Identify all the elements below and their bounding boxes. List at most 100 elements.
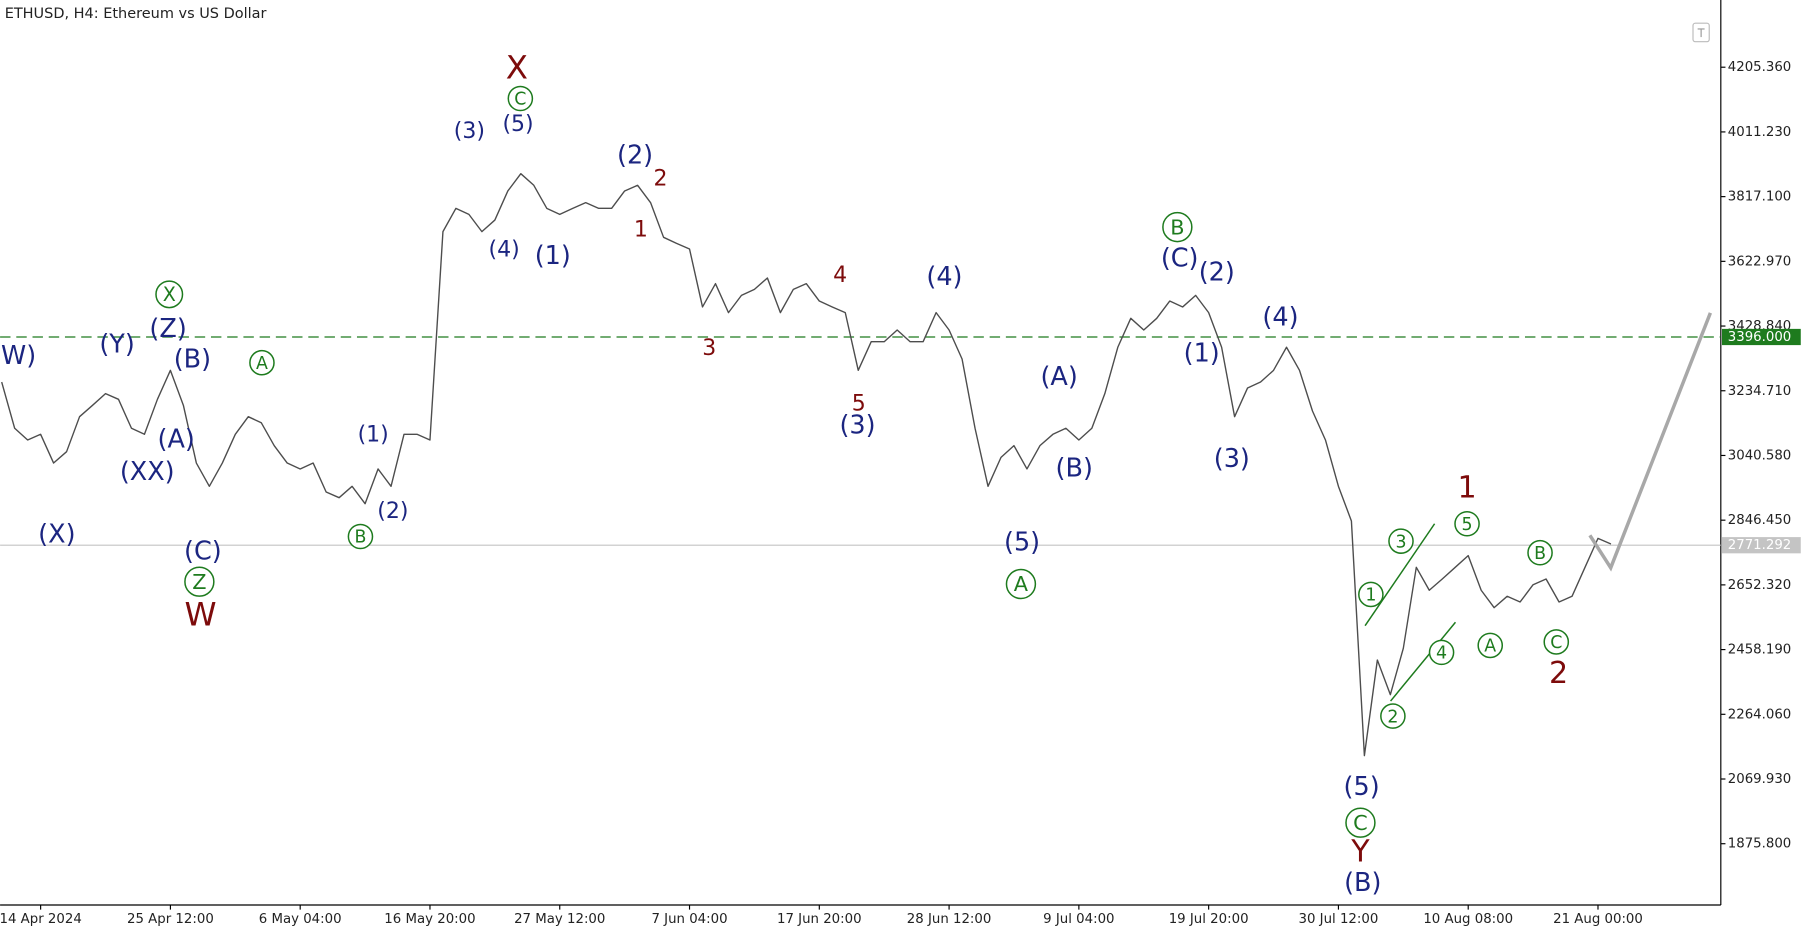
wave-circle (1162, 211, 1193, 243)
x-tick-label: 7 Jun 04:00 (651, 912, 727, 927)
wave-label: B (354, 528, 366, 548)
wave-label: (1) (358, 423, 389, 448)
wave-label: 2 (1549, 656, 1568, 691)
x-tick-label: 17 Jun 20:00 (777, 912, 862, 927)
plot-area (0, 173, 1721, 757)
wave-circle (249, 349, 275, 376)
x-tick-label: 19 Jul 20:00 (1169, 912, 1249, 927)
wave-label: (1) (535, 241, 571, 271)
wave-label: B (1170, 215, 1184, 239)
wave-label: (4) (1262, 303, 1298, 333)
wave-labels: W) (Y)(Z)X(B) A(A)(XX)(X)(C)ZW(1)(2)BXC(5)… (1, 49, 1570, 898)
wave-label: (1) (1184, 339, 1220, 369)
y-tick-label: 2652.320 (1728, 578, 1792, 593)
x-tick-label: 6 May 04:00 (259, 912, 342, 927)
wave-label: (B) (1056, 453, 1093, 483)
wave-circle (1388, 528, 1414, 554)
x-tick-label: 16 May 20:00 (384, 912, 475, 927)
y-tick-label: 2264.060 (1728, 707, 1792, 722)
wave-circle (507, 85, 534, 112)
wave-label: (Y) (99, 329, 134, 359)
forecast-path (1588, 312, 1713, 572)
y-tick-label: 2458.190 (1728, 643, 1792, 658)
wave-label: 1 (1365, 586, 1376, 606)
wave-label: (C) (1161, 244, 1199, 274)
wave-label: W) (1, 341, 36, 371)
y-tick-label: 1875.800 (1728, 837, 1792, 852)
wave-circle (1543, 629, 1570, 655)
wave-circle (347, 523, 374, 550)
wave-label: (Z) (149, 314, 186, 344)
trend-line (1389, 621, 1457, 702)
wave-label: 4 (1436, 644, 1447, 664)
wave-label: (C) (184, 537, 222, 567)
wave-circle (1477, 632, 1504, 659)
price-tag (1721, 537, 1801, 554)
wave-label: 1 (634, 218, 648, 243)
wave-label: X (506, 49, 528, 87)
y-tick-label: 3040.580 (1728, 448, 1792, 463)
trend-line (1364, 523, 1436, 627)
wave-circle (1358, 581, 1384, 608)
x-tick-label: 9 Jul 04:00 (1043, 912, 1114, 927)
y-tick-label: 3622.970 (1728, 254, 1792, 269)
wave-label: (4) (926, 262, 962, 292)
wave-label: 5 (1462, 515, 1473, 535)
wave-label: 3 (1395, 532, 1406, 552)
y-tick-label: 2846.450 (1728, 513, 1792, 528)
wave-label: 5 (852, 391, 866, 416)
wave-label: 4 (833, 263, 847, 288)
x-tick-label: 28 Jun 12:00 (907, 912, 992, 927)
wave-label: (3) (839, 410, 875, 440)
wave-label: X (163, 283, 176, 306)
y-tick-label: 3234.710 (1728, 384, 1792, 399)
wave-label: B (1534, 544, 1546, 564)
wave-label: (3) (1214, 444, 1250, 474)
wave-label: C (514, 90, 526, 110)
y-tick-label: 3817.100 (1728, 190, 1792, 205)
wave-label: (2) (617, 140, 653, 170)
wave-label: (5) (1004, 527, 1040, 557)
wave-circle (1345, 807, 1376, 838)
price-tag (1721, 328, 1801, 346)
wave-circle (155, 280, 184, 309)
x-tick-label: 30 Jul 12:00 (1299, 912, 1379, 927)
price-tag-label: 3396.000 (1728, 330, 1792, 345)
wave-label: 1 (1457, 470, 1476, 505)
wave-label: (XX) (120, 457, 175, 487)
wave-label: W (184, 595, 216, 633)
wave-label: (4) (489, 237, 520, 262)
wave-circle (1380, 703, 1406, 729)
wave-circle (1454, 510, 1480, 537)
wave-label: Z (192, 570, 206, 594)
x-tick-label: 10 Aug 08:00 (1423, 912, 1513, 927)
wave-label: A (1484, 637, 1496, 657)
wave-label: C (1353, 811, 1368, 835)
wave-label: (5) (502, 112, 533, 137)
wave-label: (A) (1041, 362, 1078, 392)
wave-label: 2 (654, 167, 668, 192)
wave-label: (3) (454, 119, 485, 144)
wave-label: 3 (702, 336, 716, 361)
price-line-series (1, 173, 1612, 757)
wave-circle (1005, 568, 1037, 600)
y-tick-label: 2069.930 (1728, 772, 1792, 787)
wave-label: (5) (1344, 772, 1380, 802)
y-tick-label: 4205.360 (1728, 60, 1792, 75)
wave-label: (A) (158, 424, 195, 454)
wave-label: (B) (1344, 868, 1381, 898)
x-tick-label: 27 May 12:00 (514, 912, 605, 927)
wave-label: (2) (1199, 257, 1235, 287)
chart-title: ETHUSD, H4: Ethereum vs US Dollar (5, 6, 267, 22)
wave-label: C (1550, 633, 1562, 653)
wave-circle (1428, 639, 1455, 666)
x-tick-label: 21 Aug 00:00 (1553, 912, 1643, 927)
wave-label: A (256, 354, 268, 374)
wave-label: (X) (38, 519, 75, 549)
x-tick-label: 14 Apr 2024 (0, 912, 82, 927)
wave-circle (184, 566, 215, 597)
wave-label: (B) (174, 344, 211, 374)
wave-label: (2) (377, 499, 408, 524)
